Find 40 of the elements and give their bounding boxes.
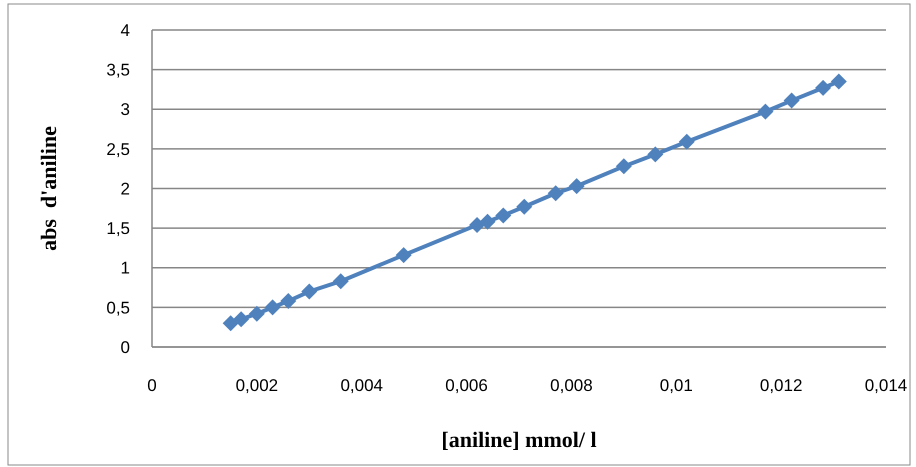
x-tick-label: 0,004	[340, 376, 383, 395]
point	[469, 216, 486, 233]
point	[264, 299, 281, 316]
point	[647, 146, 664, 162]
x-tick-label: 0,012	[760, 376, 802, 395]
point	[248, 306, 265, 322]
point	[784, 92, 800, 109]
point	[222, 315, 239, 332]
y-tick-label: 3	[120, 100, 130, 120]
point	[830, 74, 847, 90]
y-axis-title: abs d'aniline	[36, 126, 61, 251]
point	[233, 311, 250, 328]
y-tick-label: 2	[120, 179, 130, 198]
x-tick-label: 0,006	[445, 376, 488, 395]
point	[568, 178, 585, 194]
point	[396, 247, 412, 264]
y-tick-label: 4	[120, 20, 130, 40]
point	[516, 198, 532, 215]
y-tick-label: 1	[120, 258, 130, 278]
x-tick-label: 0,002	[236, 376, 278, 395]
x-axis-title: [aniline] mmol/ l	[441, 427, 597, 452]
x-tick-label: 0	[147, 376, 157, 395]
y-tick-label: 3,5	[106, 60, 130, 80]
x-tick-label: 0,01	[660, 376, 693, 395]
point	[757, 104, 774, 120]
point	[815, 80, 832, 96]
x-tick-label: 0,014	[864, 376, 908, 395]
point	[616, 158, 632, 174]
y-tick-label: 1,5	[106, 219, 130, 238]
y-tick-label: 0,5	[106, 298, 130, 318]
point	[480, 214, 496, 230]
y-tick-label: 2,5	[106, 140, 130, 159]
point	[280, 293, 296, 310]
point	[332, 273, 349, 290]
point	[495, 207, 512, 224]
point	[548, 185, 564, 202]
point	[301, 284, 318, 300]
point	[678, 134, 695, 150]
y-tick-label: 0	[120, 338, 130, 357]
x-tick-label: 0,008	[550, 376, 593, 395]
